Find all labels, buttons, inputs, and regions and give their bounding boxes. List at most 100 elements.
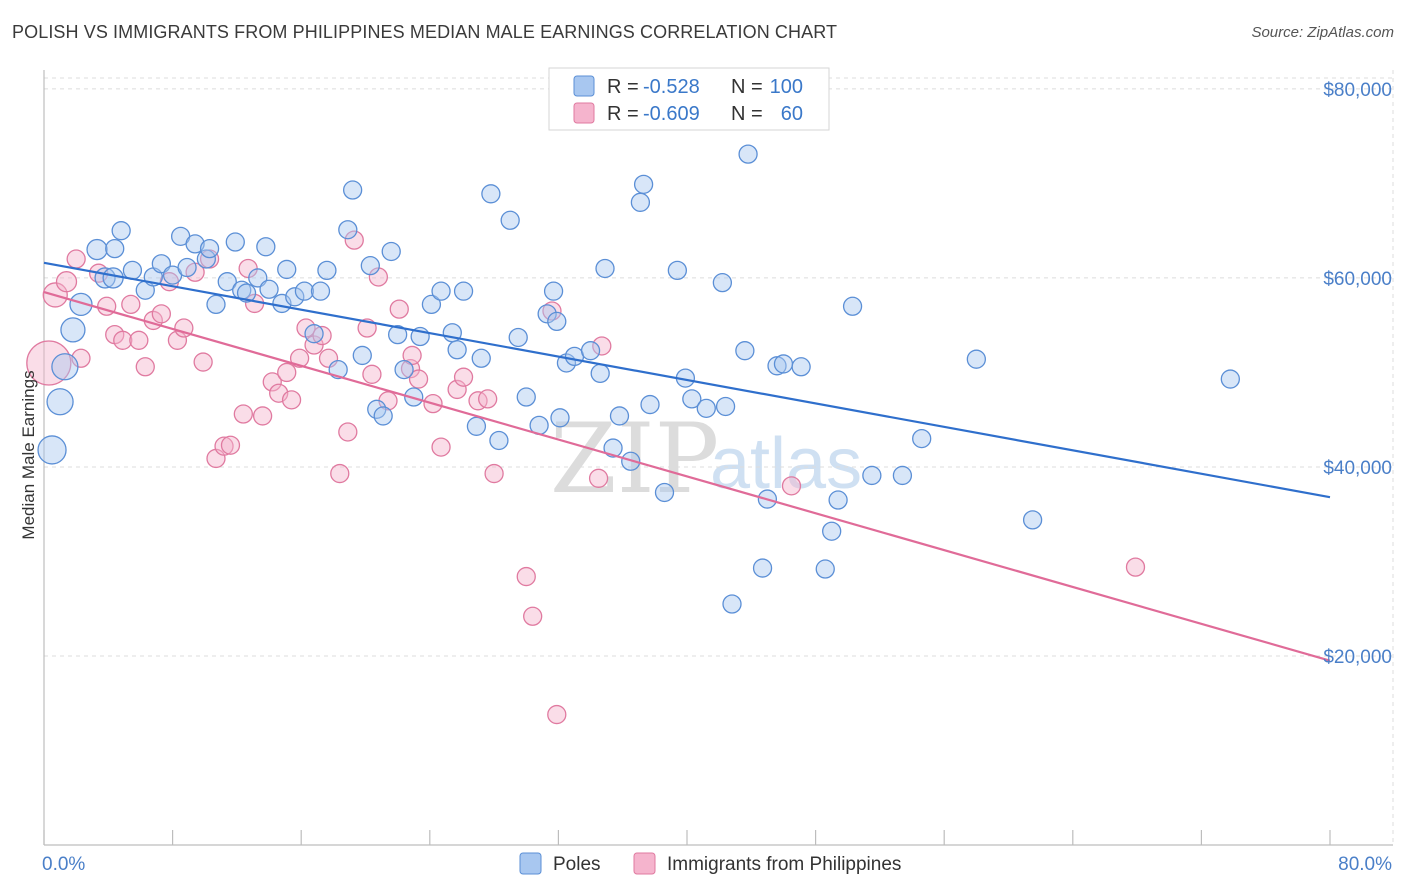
watermark: ZIP atlas	[550, 403, 862, 515]
legend-poles-r-label: R =	[607, 76, 639, 98]
poles-point	[453, 281, 474, 301]
legend-phil-n-value: 60	[781, 103, 803, 125]
phil-point	[262, 372, 282, 392]
poles-point	[547, 311, 567, 332]
poles-point	[712, 273, 733, 293]
legend-poles-n-label: N =	[731, 76, 763, 98]
poles-point	[715, 396, 736, 417]
poles-point	[466, 416, 487, 436]
poles-point	[489, 430, 509, 451]
phil-point	[447, 379, 467, 400]
poles-point	[667, 260, 688, 281]
poles-point	[590, 363, 610, 384]
poles-point	[338, 220, 358, 240]
legend-phil-n-label: N =	[731, 103, 763, 125]
phil-point	[781, 476, 802, 496]
phil-point	[484, 463, 504, 484]
y-tick-label: $40,000	[1323, 458, 1392, 479]
poles-point	[640, 394, 660, 415]
poles-points	[37, 144, 1240, 614]
phil-point	[135, 357, 155, 377]
poles-point	[259, 279, 279, 299]
phil-point	[151, 304, 171, 324]
poles-point	[431, 281, 451, 301]
phil-point	[252, 406, 273, 426]
poles-point	[630, 192, 651, 212]
phil-point	[71, 348, 91, 368]
poles-point	[285, 287, 305, 307]
phil-point	[66, 249, 86, 269]
phil-point	[431, 437, 451, 457]
watermark-zip: ZIP	[550, 403, 719, 515]
poles-point	[421, 294, 442, 315]
poles-point	[69, 292, 93, 317]
poles-point	[481, 184, 501, 204]
poles-point	[654, 482, 675, 503]
poles-point	[500, 210, 520, 230]
poles-point	[537, 304, 557, 324]
poles-point	[217, 272, 237, 292]
poles-point	[294, 281, 315, 301]
phil-point	[281, 390, 302, 410]
poles-point	[682, 389, 702, 409]
poles-point	[236, 283, 257, 303]
poles-point	[564, 346, 585, 367]
poles-point	[310, 281, 331, 301]
phil-point	[478, 389, 498, 409]
poles-point	[373, 406, 393, 426]
poles-point	[912, 428, 932, 449]
poles-point	[105, 238, 125, 259]
poles-point	[256, 237, 276, 257]
phil-point	[220, 435, 241, 455]
chart-title: POLISH VS IMMIGRANTS FROM PHILIPPINES ME…	[12, 22, 838, 42]
poles-point	[696, 398, 716, 419]
legend-phil-r-value: -0.609	[643, 103, 700, 125]
poles-point	[225, 232, 245, 252]
bottom-legend-poles-label: Poles	[553, 854, 601, 875]
phil-point	[344, 230, 364, 250]
y-tick-label: $80,000	[1323, 80, 1392, 101]
phil-point	[362, 364, 382, 384]
phil-point	[312, 325, 332, 346]
y-tick-label: $20,000	[1323, 647, 1392, 668]
phil-point	[468, 391, 488, 411]
phil-point	[233, 404, 253, 424]
poles-point	[773, 354, 794, 374]
poles-point	[722, 594, 742, 614]
poles-point	[304, 324, 324, 344]
phil-point	[547, 704, 567, 725]
axes	[43, 70, 1393, 846]
poles-point	[60, 317, 86, 343]
phil-point	[338, 422, 358, 442]
poles-point	[842, 296, 863, 316]
legend-poles-r-value: -0.528	[643, 76, 700, 98]
poles-point	[177, 257, 197, 278]
poles-point	[360, 255, 380, 276]
poles-point	[752, 558, 773, 578]
phil-point	[214, 436, 234, 456]
poles-point	[580, 341, 601, 361]
x-tick-min: 0.0%	[42, 854, 85, 875]
poles-point	[387, 324, 408, 345]
poles-point	[102, 267, 124, 289]
poles-point	[51, 353, 79, 381]
poles-point	[815, 559, 835, 579]
legend-phil-swatch	[573, 102, 595, 124]
poles-point	[206, 294, 226, 315]
poles-point	[342, 180, 363, 200]
poles-point	[447, 340, 467, 360]
poles-point	[543, 281, 564, 301]
poles-point	[381, 241, 401, 262]
poles-point	[822, 521, 842, 541]
bottom-legend: Poles Immigrants from Philippines	[519, 852, 901, 875]
poles-point	[862, 465, 882, 486]
source-label: Source: ZipAtlas.com	[1251, 24, 1394, 41]
poles-point	[516, 387, 536, 407]
poles-point	[1022, 510, 1043, 530]
trend-lines	[43, 261, 1331, 662]
poles-point	[603, 438, 623, 458]
bottom-legend-poles-swatch	[519, 852, 542, 875]
poles-point	[828, 490, 848, 510]
phil-point	[523, 606, 543, 626]
phil-point	[588, 468, 609, 488]
